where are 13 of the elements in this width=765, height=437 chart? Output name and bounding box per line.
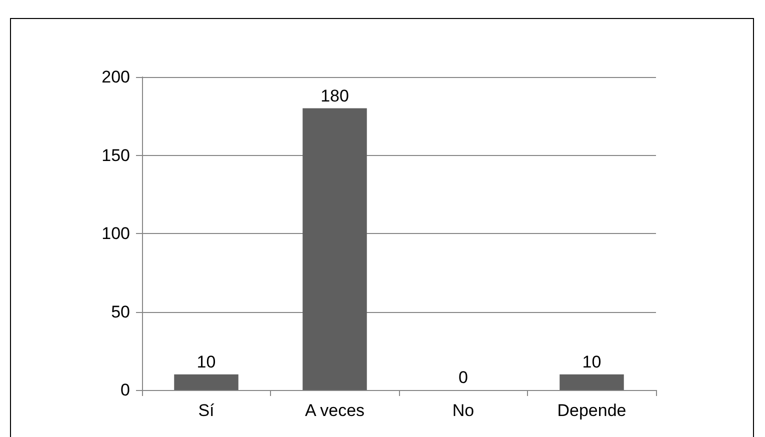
y-tick-label: 150 <box>102 146 130 165</box>
data-label: 180 <box>320 86 349 106</box>
x-tick-label: Sí <box>198 401 215 420</box>
x-tick-label: A veces <box>304 401 365 420</box>
y-tick-label: 0 <box>120 380 130 400</box>
x-tick-label: No <box>452 401 474 420</box>
data-label: 10 <box>196 352 216 372</box>
data-label: 10 <box>582 352 602 372</box>
data-label: 0 <box>458 368 468 387</box>
x-tick-label: Depende <box>557 401 626 420</box>
y-tick-label: 100 <box>102 224 130 243</box>
y-tick-label: 200 <box>102 68 130 86</box>
y-tick-label: 50 <box>111 302 130 322</box>
